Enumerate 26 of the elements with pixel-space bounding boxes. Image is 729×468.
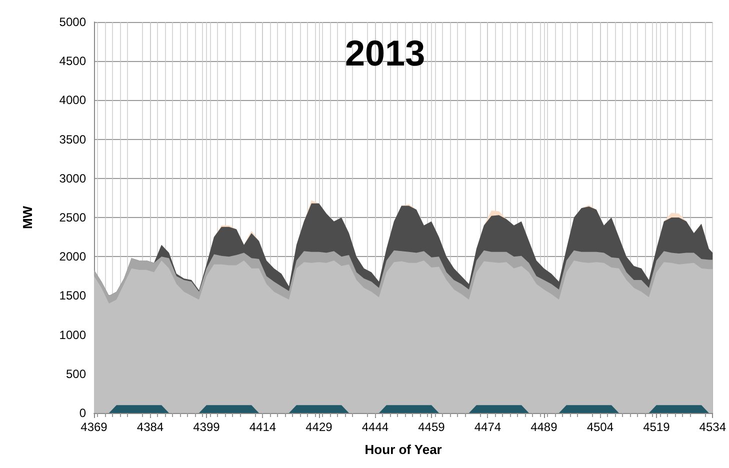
x-tick-label: 4369 bbox=[80, 420, 108, 434]
x-tick-label: 4444 bbox=[362, 420, 389, 434]
x-tick-label: 4384 bbox=[136, 420, 164, 434]
y-tick-label: 4000 bbox=[59, 93, 86, 108]
x-tick-label: 4459 bbox=[418, 420, 446, 434]
x-tick-label: 4519 bbox=[643, 420, 670, 434]
x-tick-label: 4399 bbox=[193, 420, 220, 434]
y-tick-label: 0 bbox=[79, 406, 86, 420]
y-tick-label: 4500 bbox=[59, 54, 86, 68]
y-tick-label: 2500 bbox=[59, 210, 86, 224]
y-tick-label: 3000 bbox=[59, 171, 86, 186]
x-tick-label: 4534 bbox=[699, 420, 726, 434]
y-tick-label: 1000 bbox=[59, 328, 86, 342]
x-tick-label: 4489 bbox=[530, 420, 558, 434]
y-tick-label: 3500 bbox=[59, 132, 86, 146]
y-tick-label: 5000 bbox=[59, 15, 86, 29]
x-tick-label: 4474 bbox=[474, 420, 502, 434]
chart-title: 2013 bbox=[345, 32, 426, 74]
x-tick-label: 4429 bbox=[306, 420, 333, 434]
y-tick-label: 1500 bbox=[59, 288, 86, 303]
x-axis-title: Hour of Year bbox=[364, 442, 442, 457]
x-tick-label: 4504 bbox=[586, 420, 614, 434]
y-tick-label: 2000 bbox=[59, 250, 86, 264]
y-tick-label: 500 bbox=[66, 366, 86, 381]
x-tick-label: 4414 bbox=[249, 420, 276, 434]
y-axis-title: MW bbox=[20, 205, 35, 230]
